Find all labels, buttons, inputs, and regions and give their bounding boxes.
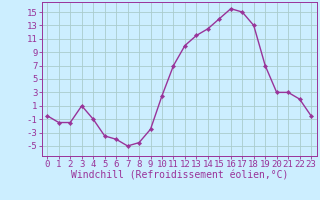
- X-axis label: Windchill (Refroidissement éolien,°C): Windchill (Refroidissement éolien,°C): [70, 171, 288, 181]
